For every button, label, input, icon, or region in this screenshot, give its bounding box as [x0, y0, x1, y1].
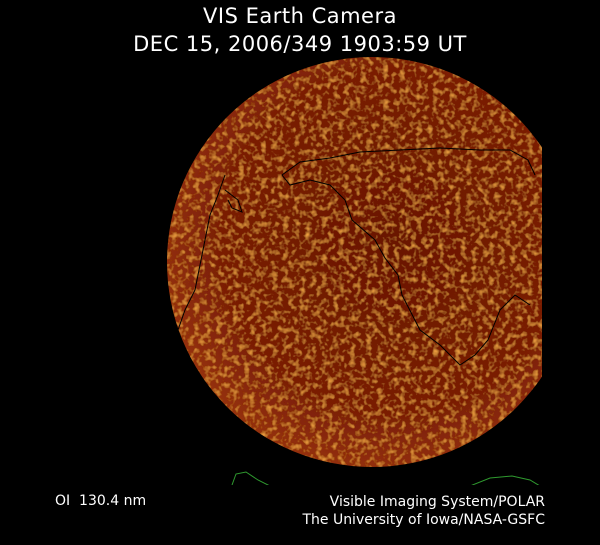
- credit-line-2: The University of Iowa/NASA-GSFC: [302, 512, 545, 528]
- image-timestamp: DEC 15, 2006/349 1903:59 UT: [133, 32, 467, 56]
- earth-disk: [167, 57, 542, 467]
- credit-text: Visible Imaging System/POLAR The Univers…: [250, 493, 545, 529]
- coastline: [177, 147, 536, 366]
- wavelength-label: OI 130.4 nm: [55, 493, 147, 509]
- credit-line-1: Visible Imaging System/POLAR: [329, 494, 545, 510]
- image-title: VIS Earth Camera: [203, 4, 397, 28]
- terminator-line: [231, 471, 540, 485]
